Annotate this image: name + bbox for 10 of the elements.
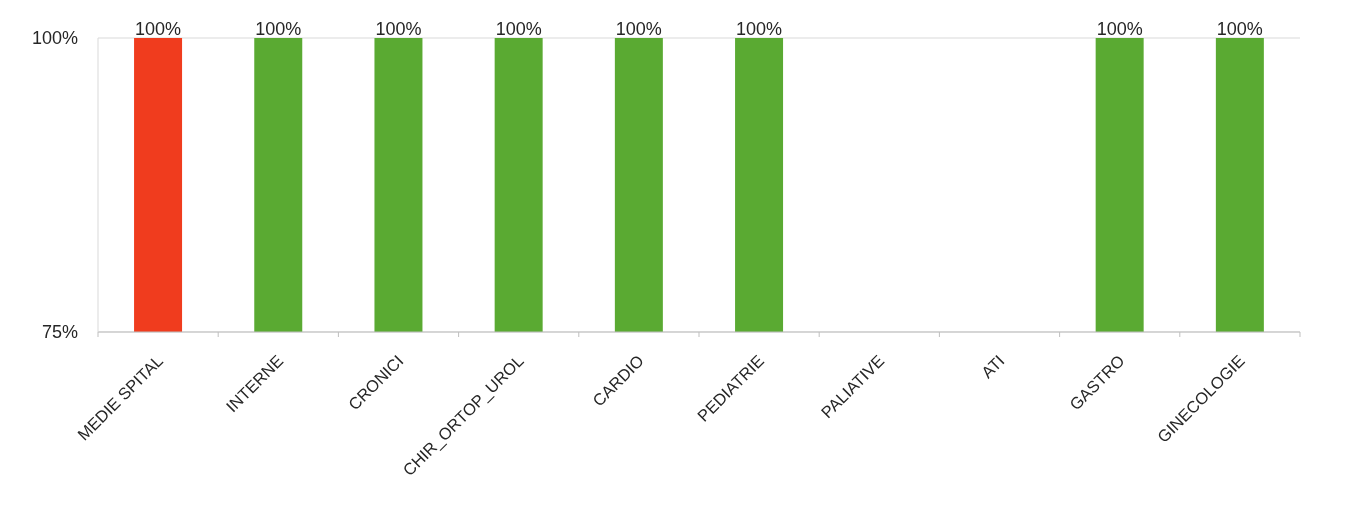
data-label: 100%: [615, 19, 662, 39]
y-tick-label: 75%: [41, 322, 78, 343]
data-label: 100%: [375, 19, 422, 39]
data-label: 100%: [1096, 19, 1143, 39]
data-label: 100%: [255, 19, 302, 39]
data-label: 100%: [495, 19, 542, 39]
data-label: 100%: [736, 19, 783, 39]
data-label: 100%: [135, 19, 182, 39]
x-tick-label: ATI: [977, 351, 1008, 382]
data-label: 100%: [1216, 19, 1263, 39]
